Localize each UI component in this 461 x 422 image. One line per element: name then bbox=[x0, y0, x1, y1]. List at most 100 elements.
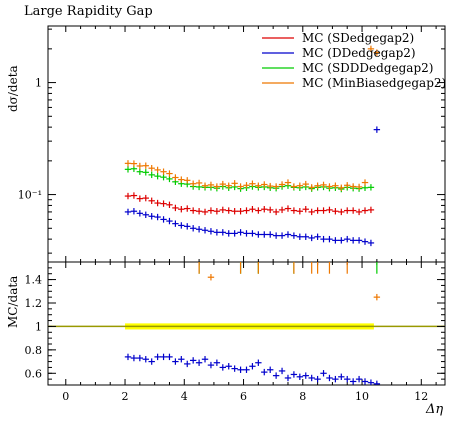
main-point-series-1 bbox=[237, 229, 244, 236]
main-point-series-1 bbox=[184, 223, 191, 230]
main-point-series-3 bbox=[142, 162, 149, 169]
main-point-series-3 bbox=[178, 176, 185, 183]
main-point-series-0 bbox=[278, 206, 286, 214]
main-point-series-0 bbox=[195, 208, 203, 215]
main-point-series-1 bbox=[195, 226, 203, 233]
main-point-series-1 bbox=[349, 237, 357, 244]
main-point-series-2 bbox=[142, 169, 149, 176]
main-point-series-1 bbox=[154, 213, 161, 221]
main-point-series-3 bbox=[213, 183, 221, 190]
x-tick-label: 2 bbox=[122, 390, 129, 403]
ratio-point-series-0 bbox=[201, 356, 209, 363]
main-point-series-0 bbox=[231, 208, 238, 215]
ratio-point-series-0 bbox=[166, 353, 173, 361]
main-point-series-0 bbox=[320, 207, 327, 214]
main-point-series-1 bbox=[267, 231, 274, 238]
main-point-series-1 bbox=[172, 220, 179, 227]
main-point-series-3 bbox=[172, 174, 179, 181]
main-point-series-1 bbox=[201, 227, 209, 234]
main-point-series-1 bbox=[261, 231, 268, 238]
main-point-series-3 bbox=[243, 182, 250, 189]
main-point-series-3 bbox=[272, 183, 280, 190]
main-point-series-3 bbox=[373, 49, 381, 56]
ratio-point-series-0 bbox=[148, 358, 155, 365]
ratio-y-tick-label: 1.4 bbox=[25, 274, 43, 287]
main-point-series-1 bbox=[320, 235, 327, 243]
main-point-series-1 bbox=[243, 230, 250, 237]
main-point-series-0 bbox=[160, 200, 167, 207]
main-point-series-3 bbox=[219, 180, 226, 188]
x-tick-label: 8 bbox=[299, 390, 306, 403]
main-point-series-0 bbox=[361, 207, 369, 214]
x-tick-label: 12 bbox=[414, 390, 428, 403]
main-point-series-0 bbox=[284, 205, 292, 212]
main-point-series-3 bbox=[308, 184, 315, 191]
main-point-series-1 bbox=[308, 234, 315, 242]
x-tick-label: 6 bbox=[240, 390, 247, 403]
main-point-series-3 bbox=[338, 184, 345, 191]
ratio-point-series-0 bbox=[136, 354, 144, 362]
main-point-series-0 bbox=[267, 206, 274, 214]
main-point-series-0 bbox=[272, 208, 280, 216]
ratio-point-series-0 bbox=[355, 375, 363, 383]
main-point-series-0 bbox=[261, 206, 268, 213]
main-point-series-2 bbox=[136, 168, 144, 175]
ratio-point-series-0 bbox=[367, 379, 375, 385]
main-point-series-3 bbox=[290, 183, 298, 190]
main-point-series-3 bbox=[189, 180, 197, 187]
main-point-series-0 bbox=[367, 206, 375, 214]
main-point-series-1 bbox=[284, 231, 292, 238]
ratio-point-series-0 bbox=[272, 372, 280, 379]
ratio-point-series-0 bbox=[320, 370, 327, 377]
main-point-series-0 bbox=[296, 208, 304, 215]
chart-title: Large Rapidity Gap bbox=[24, 4, 153, 19]
main-point-series-3 bbox=[148, 164, 155, 172]
ratio-point-series-0 bbox=[249, 363, 256, 370]
ratio-point-series-0 bbox=[142, 356, 149, 363]
ratio-point-series-0 bbox=[338, 373, 345, 380]
ratio-point-series-0 bbox=[349, 378, 357, 385]
main-y-tick-label: 10⁻¹ bbox=[18, 189, 42, 202]
ratio-point-series-0 bbox=[154, 353, 161, 361]
main-point-series-1 bbox=[160, 216, 167, 223]
main-point-series-1 bbox=[136, 210, 144, 217]
ratio-point-series-0 bbox=[284, 374, 292, 382]
ratio-y-tick-label: 0.8 bbox=[25, 344, 43, 357]
main-point-series-3 bbox=[261, 181, 268, 188]
main-point-series-3 bbox=[367, 45, 375, 53]
main-point-series-0 bbox=[189, 207, 197, 214]
x-tick-label: 4 bbox=[181, 390, 188, 403]
main-point-series-0 bbox=[184, 205, 191, 212]
main-point-series-1 bbox=[219, 229, 226, 236]
x-tick-label: 10 bbox=[355, 390, 369, 403]
main-point-series-3 bbox=[225, 182, 232, 189]
x-tick-label: 0 bbox=[62, 390, 69, 403]
ratio-point-series-0 bbox=[373, 380, 381, 385]
main-point-series-0 bbox=[249, 206, 256, 213]
legend-label: MC (DDedgegap2) bbox=[302, 46, 416, 60]
main-point-series-0 bbox=[344, 207, 351, 214]
main-point-series-0 bbox=[172, 204, 179, 212]
ratio-point-series-0 bbox=[290, 371, 298, 378]
main-point-series-3 bbox=[201, 182, 209, 189]
main-point-series-1 bbox=[272, 232, 280, 239]
ratio-point-series-0 bbox=[219, 364, 226, 371]
main-point-series-2 bbox=[154, 172, 161, 180]
main-point-series-3 bbox=[207, 181, 215, 189]
main-point-series-0 bbox=[290, 207, 298, 214]
main-point-series-1 bbox=[332, 237, 339, 244]
ratio-point-series-0 bbox=[296, 373, 304, 380]
ratio-point-series-0 bbox=[130, 354, 138, 362]
main-point-series-0 bbox=[124, 192, 132, 200]
main-point-series-3 bbox=[231, 180, 238, 187]
main-point-series-1 bbox=[249, 230, 256, 237]
main-point-series-3 bbox=[278, 181, 286, 188]
main-point-series-0 bbox=[314, 207, 321, 214]
main-point-series-3 bbox=[136, 162, 144, 170]
ratio-point-series-0 bbox=[332, 375, 339, 383]
main-point-series-0 bbox=[136, 195, 144, 202]
main-point-series-1 bbox=[231, 230, 238, 237]
main-point-series-3 bbox=[237, 183, 244, 190]
main-point-series-1 bbox=[290, 232, 298, 239]
main-point-series-3 bbox=[195, 179, 203, 187]
